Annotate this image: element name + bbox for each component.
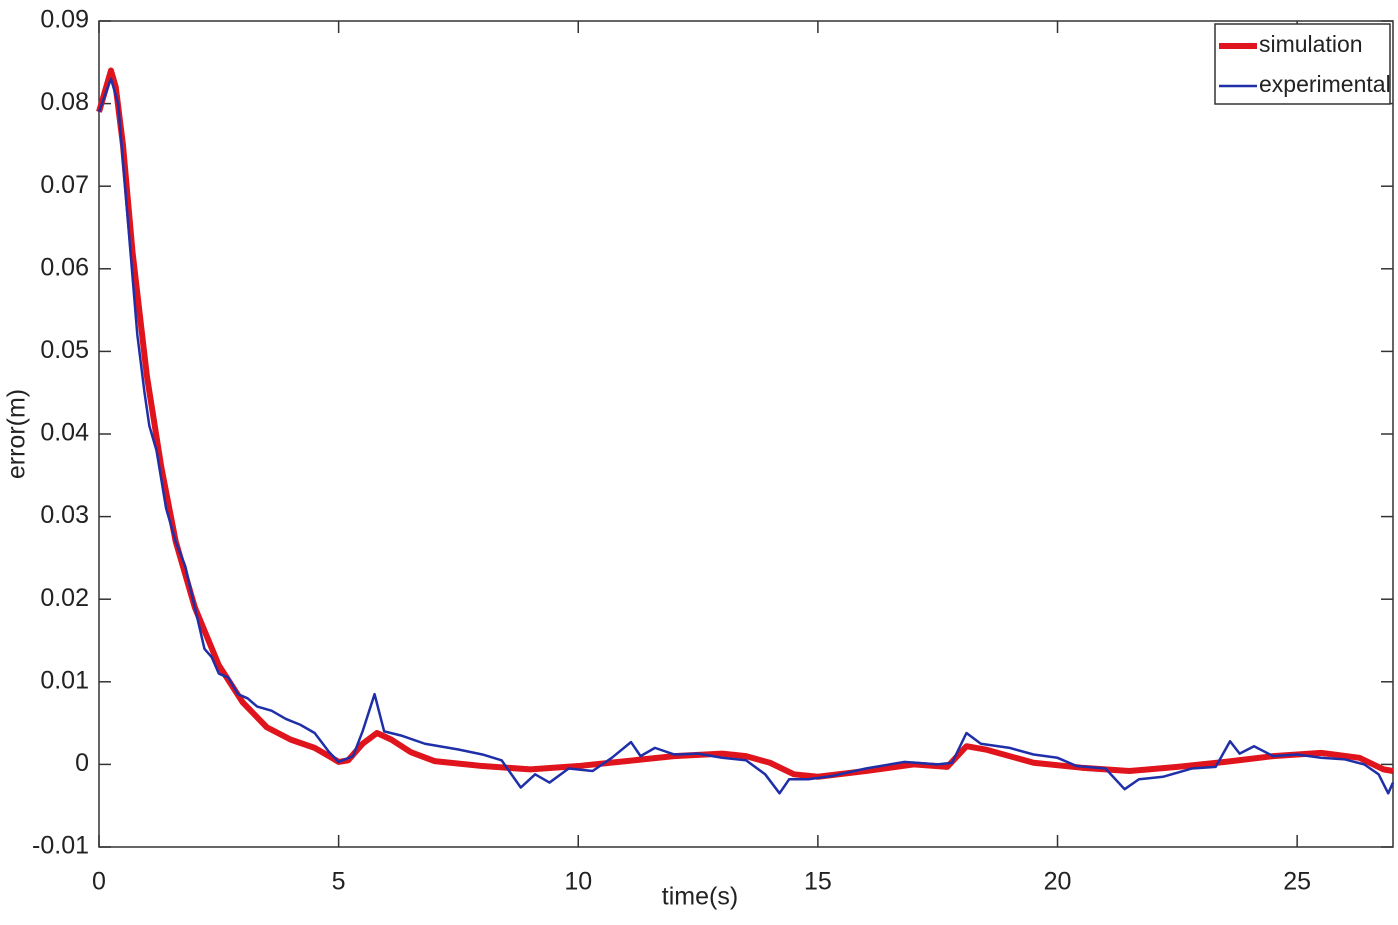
x-axis-label: time(s) [662, 883, 738, 911]
y-tick-label: 0.07 [40, 171, 89, 199]
y-tick-label: 0.09 [40, 6, 89, 34]
legend-box [1214, 23, 1391, 105]
y-axis-label: error(m) [3, 389, 31, 479]
y-tick-label: 0.08 [40, 88, 89, 116]
x-tick-label: 5 [332, 868, 346, 896]
y-tick-label: 0.01 [40, 666, 89, 694]
y-tick-label: 0.04 [40, 419, 89, 447]
x-tick-label: 10 [564, 868, 592, 896]
x-tick-label: 25 [1283, 868, 1311, 896]
y-tick-label: 0.06 [40, 253, 89, 281]
y-tick-label: 0.02 [40, 584, 89, 612]
x-tick-label: 20 [1044, 868, 1072, 896]
legend-label: simulation [1259, 31, 1363, 57]
series-line [97, 77, 1395, 795]
series-line [96, 67, 1394, 780]
y-tick-label: -0.01 [32, 832, 89, 860]
x-tick-label: 0 [92, 868, 106, 896]
y-tick-label: 0.05 [40, 336, 89, 364]
y-tick-label: 0 [75, 749, 89, 777]
legend-label: experimental [1259, 71, 1391, 97]
y-tick-label: 0.03 [40, 501, 89, 529]
x-tick-label: 15 [804, 868, 832, 896]
